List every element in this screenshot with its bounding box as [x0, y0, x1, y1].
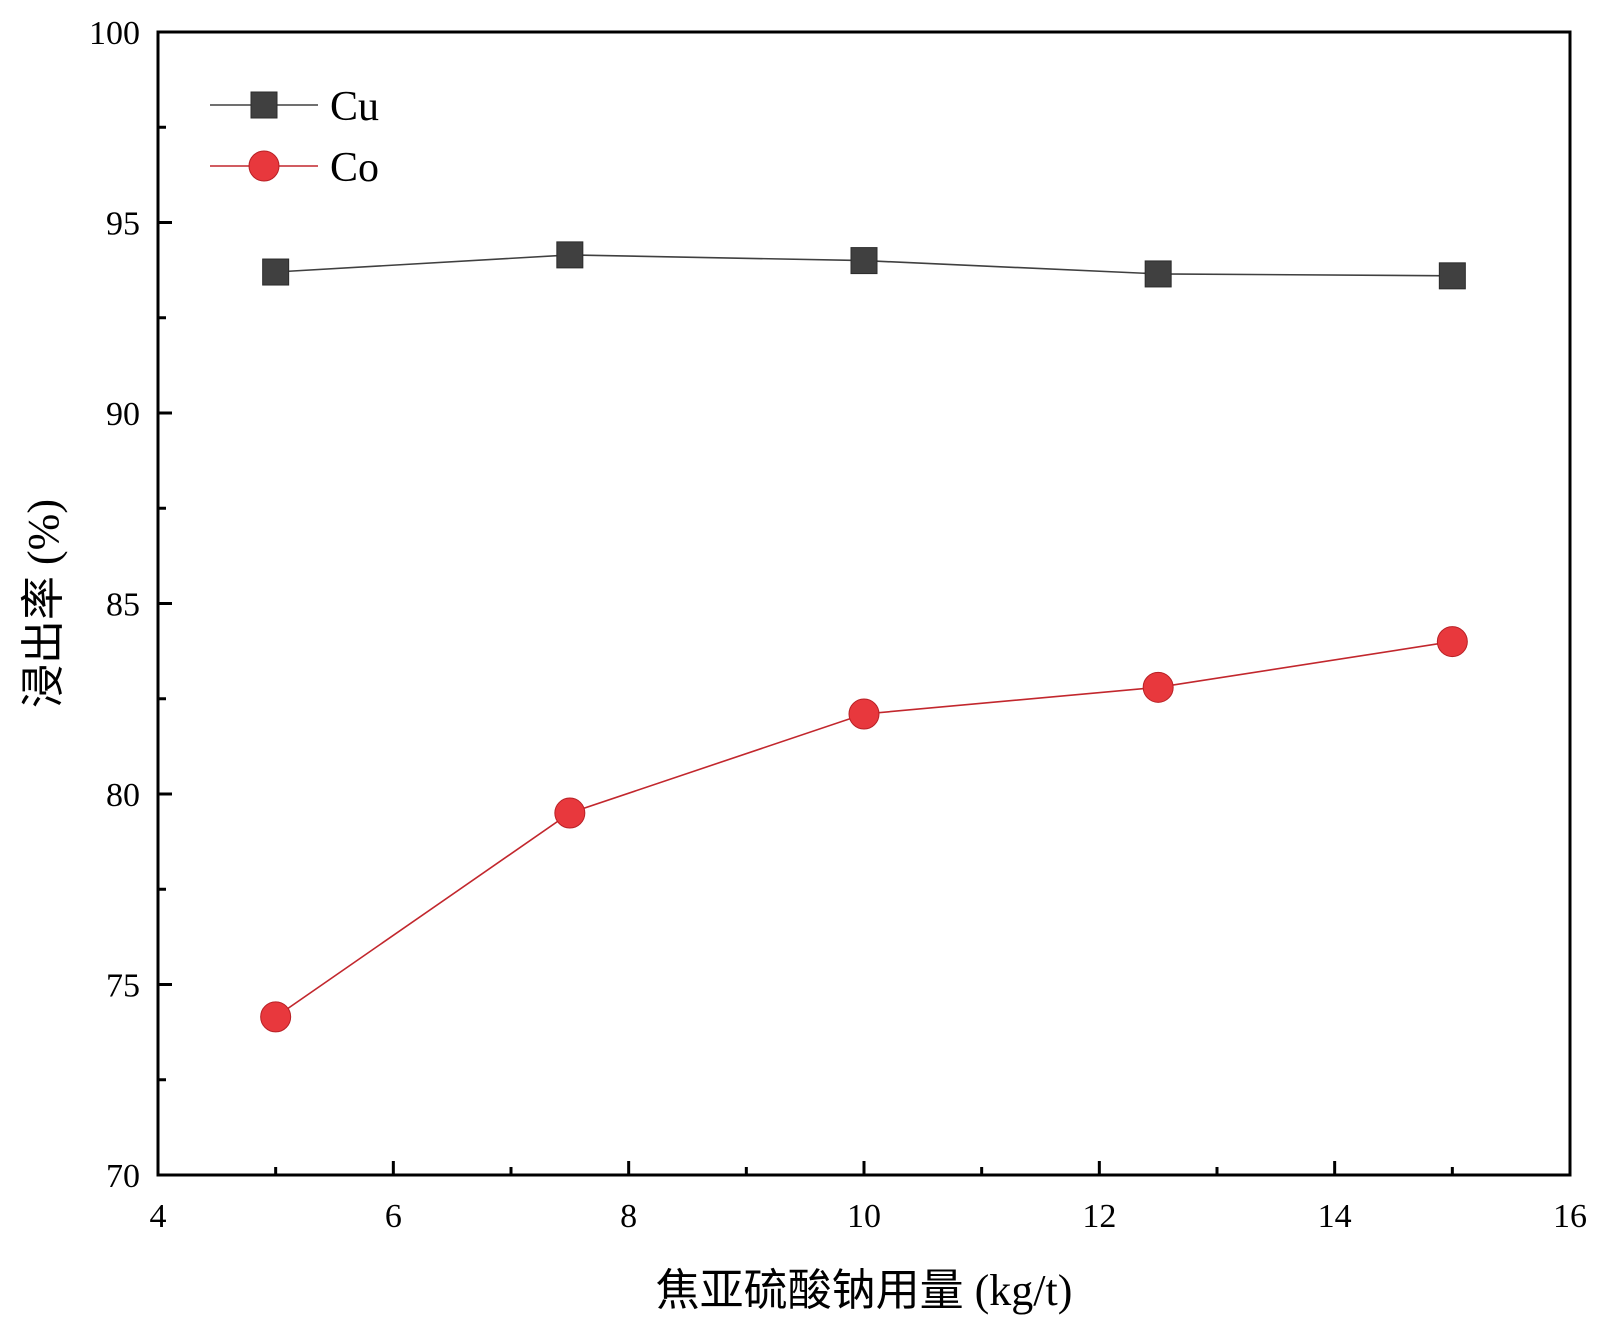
- legend-label-co: Co: [330, 145, 379, 191]
- data-point-cu: [850, 247, 878, 275]
- data-point-co: [848, 698, 880, 730]
- series-layer: [260, 241, 1468, 1033]
- y-tick-label: 75: [106, 968, 140, 1005]
- series-co: [260, 626, 1468, 1033]
- x-tick-label: 6: [385, 1198, 402, 1235]
- y-tick-label: 80: [106, 777, 140, 814]
- x-tick-label: 4: [150, 1198, 167, 1235]
- legend-item-co: Co: [210, 145, 379, 191]
- ticks-layer: 4 6 8 10 12 14 16 70 75 80 85 90 95 100: [89, 15, 1587, 1235]
- data-point-co: [1436, 626, 1468, 658]
- x-tick-label: 8: [620, 1198, 637, 1235]
- plot-area-frame: [156, 30, 1572, 1177]
- y-tick-label: 70: [106, 1158, 140, 1195]
- series-co-line: [275, 640, 1453, 1018]
- legend-label-cu: Cu: [330, 84, 379, 130]
- x-axis-title: 焦亚硫酸钠用量 (kg/t): [656, 1266, 1073, 1315]
- x-tick-label: 12: [1082, 1198, 1116, 1235]
- data-point-cu: [1438, 262, 1466, 290]
- y-tick-label: 95: [106, 206, 140, 243]
- data-point-cu: [262, 258, 290, 286]
- y-tick-label: 100: [89, 15, 140, 52]
- plot-frame-layer: [156, 30, 1572, 1177]
- data-point-co: [554, 797, 586, 829]
- data-point-cu: [1144, 260, 1172, 288]
- data-point-co: [260, 1001, 292, 1033]
- data-point-cu: [556, 241, 584, 269]
- data-point-co: [1142, 671, 1174, 703]
- series-cu: [262, 241, 1466, 290]
- legend-item-cu: Cu: [210, 84, 379, 130]
- legend: Cu Co: [210, 84, 379, 191]
- legend-marker-cu: [250, 91, 278, 119]
- y-tick-label: 85: [106, 587, 140, 624]
- y-axis-title: 浸出率 (%): [19, 499, 68, 708]
- x-tick-label: 10: [847, 1198, 881, 1235]
- y-tick-label: 90: [106, 396, 140, 433]
- x-tick-label: 16: [1553, 1198, 1587, 1235]
- legend-marker-co: [248, 150, 280, 182]
- x-tick-label: 14: [1318, 1198, 1352, 1235]
